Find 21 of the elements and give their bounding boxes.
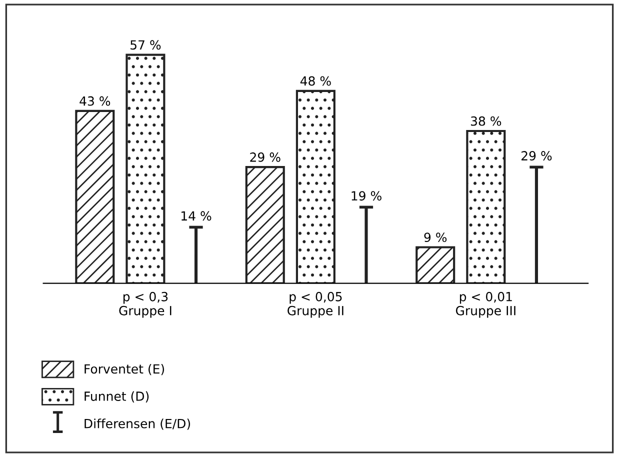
data-label: 48 % — [300, 76, 331, 86]
x-tick-label: p < 0,01 Gruppe III — [456, 292, 516, 318]
data-label: 9 % — [424, 232, 447, 242]
data-label: 29 % — [522, 151, 552, 160]
bar — [296, 90, 336, 284]
data-label: 43 % — [80, 96, 110, 106]
data-label: 14 % — [182, 211, 212, 221]
legend-label: Funnet (D) — [84, 391, 149, 402]
bar — [245, 166, 285, 284]
bar — [75, 110, 115, 284]
bar — [466, 130, 506, 284]
legend-label: Differensen (E/D) — [84, 418, 190, 430]
legend-label: Forventet (E) — [84, 364, 164, 376]
x-tick-label: p < 0,05 Gruppe II — [288, 292, 344, 318]
data-label: 38 % — [470, 116, 502, 126]
data-label: 57 % — [130, 40, 161, 50]
bar — [126, 54, 166, 284]
bar — [416, 246, 456, 284]
data-label: 29 % — [250, 152, 280, 162]
data-label: 19 % — [352, 191, 382, 201]
x-tick-label: p < 0,3 Gruppe I — [119, 292, 172, 318]
